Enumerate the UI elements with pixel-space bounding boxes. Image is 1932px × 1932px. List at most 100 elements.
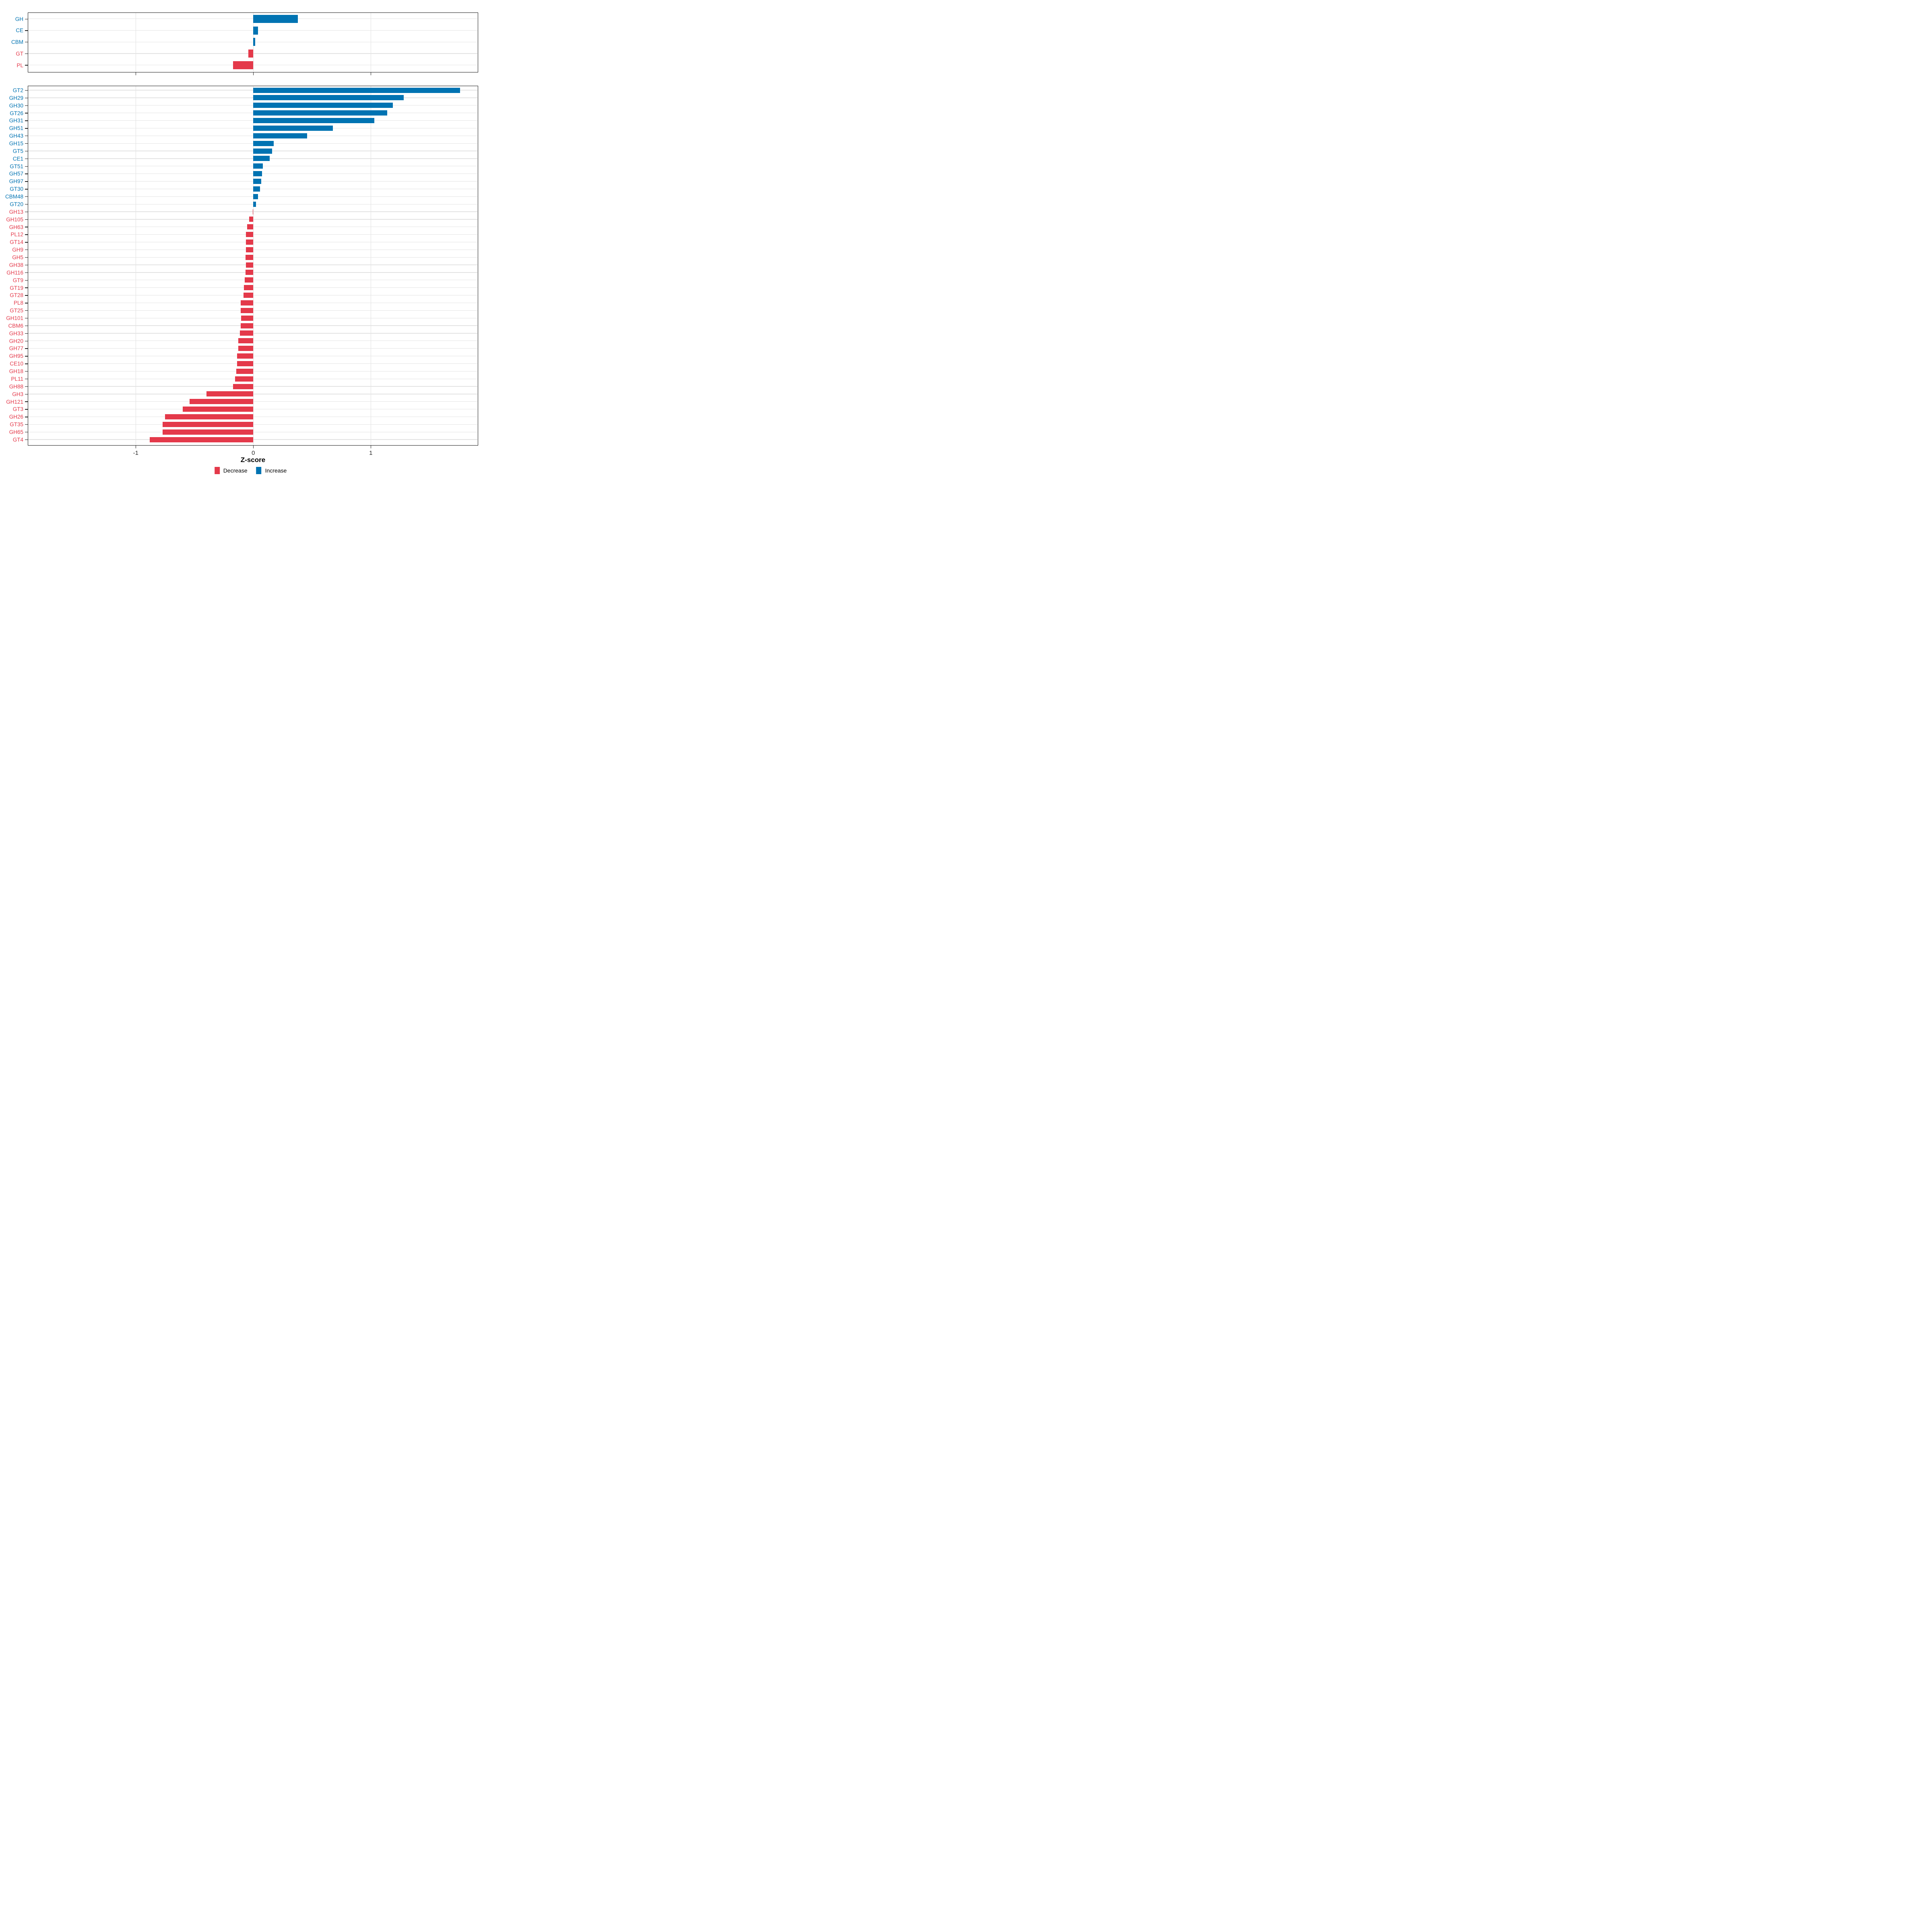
bar-GH51 [253,125,333,131]
bar-CE10 [237,361,253,366]
bar-GH29 [253,95,404,101]
bar-PL8 [241,300,253,305]
row-gridline-CE [28,30,478,31]
category-label-GT35: GT35 [10,421,23,428]
row-gridline-CE1 [28,158,478,159]
bar-GH [253,14,298,23]
category-label-GH77: GH77 [9,345,23,352]
bar-GH3 [206,391,253,397]
category-label-GT19: GT19 [10,285,23,291]
category-label-PL12: PL12 [10,231,23,238]
category-label-GT9: GT9 [12,277,23,283]
category-label-GT4: GT4 [12,436,23,443]
bar-GT51 [253,163,263,169]
category-label-GH101: GH101 [6,315,23,321]
bar-GH77 [238,346,253,351]
category-label-GH105: GH105 [6,216,23,223]
bar-GT28 [244,293,253,298]
category-label-GH9: GH9 [12,247,23,253]
category-label-GH3: GH3 [12,391,23,397]
y-tick-CE [25,30,28,31]
x-tick-0 [253,72,254,75]
y-tick-GH97 [25,181,28,182]
category-label-GT2: GT2 [12,87,23,93]
increase-label: Increase [265,467,287,474]
bar-GH15 [253,140,274,146]
category-label-GT3: GT3 [12,406,23,413]
category-label-GH15: GH15 [9,140,23,147]
y-tick-CE10 [25,363,28,364]
y-tick-GH18 [25,371,28,372]
category-label-CE: CE [16,27,23,34]
category-label-GT25: GT25 [10,308,23,314]
y-tick-GH30 [25,105,28,106]
category-label-CBM6: CBM6 [8,322,23,329]
category-label-GT26: GT26 [10,110,23,116]
bar-GT [248,50,253,58]
decrease-label: Decrease [223,467,248,474]
bar-GH116 [246,270,253,275]
category-label-GH95: GH95 [9,353,23,359]
y-tick-CBM48 [25,196,28,197]
bar-GT14 [246,239,253,245]
bar-GH18 [236,368,253,374]
y-tick-GH5 [25,257,28,258]
category-label-PL11: PL11 [11,376,23,382]
y-tick-GT25 [25,310,28,311]
category-label-GH65: GH65 [9,429,23,436]
category-label-GH63: GH63 [9,224,23,230]
bar-GT19 [244,285,253,291]
x-tick-label-1: 1 [369,450,373,456]
bar-GH5 [246,254,253,260]
category-label-PL: PL [17,62,23,68]
category-label-GT30: GT30 [10,186,23,192]
category-label-GH: GH [15,16,23,22]
y-tick-GH88 [25,386,28,387]
increase-swatch [256,467,262,474]
category-label-GH13: GH13 [9,208,23,215]
vertical-gridline-0 [253,86,254,445]
y-tick-PL12 [25,234,28,235]
bar-GT20 [253,201,256,207]
category-label-GH20: GH20 [9,338,23,344]
bar-PL [233,61,253,69]
bar-GH43 [253,133,308,138]
category-label-GH26: GH26 [9,414,23,420]
row-gridline-GH29 [28,97,478,98]
legend-item-increase: Increase [256,467,287,474]
bar-GH26 [165,414,253,419]
bar-GT2 [253,87,460,93]
row-gridline-GH57 [28,173,478,174]
row-gridline-CBM48 [28,196,478,197]
enzyme-family-panel [28,86,478,446]
y-tick-GH116 [25,272,28,273]
bar-GT9 [245,277,253,283]
bar-GT35 [163,421,253,427]
row-gridline-GH97 [28,181,478,182]
category-label-GT14: GT14 [10,239,23,246]
category-label-CE1: CE1 [12,155,23,162]
enzyme-class-panel [28,12,478,72]
y-tick-GT19 [25,287,28,288]
y-tick-GT51 [25,166,28,167]
bar-GH97 [253,179,261,184]
bar-GH9 [246,247,253,252]
category-label-GT20: GT20 [10,201,23,207]
bar-CBM48 [253,194,258,199]
bar-CBM [253,38,255,46]
bar-PL11 [235,376,253,382]
y-tick-GH31 [25,120,28,121]
bar-GT30 [253,186,260,192]
bar-GH105 [249,217,253,222]
bar-GH33 [240,330,253,336]
category-label-GH57: GH57 [9,171,23,177]
bar-GH30 [253,103,393,108]
category-label-CBM48: CBM48 [5,194,23,200]
bar-GT26 [253,110,387,116]
category-label-GT51: GT51 [10,163,23,169]
bar-GH88 [233,384,253,389]
legend-item-decrease: Decrease [214,467,248,474]
bar-GH38 [246,262,253,268]
bar-GT3 [182,407,253,412]
x-axis-title: Z-score [240,456,266,464]
